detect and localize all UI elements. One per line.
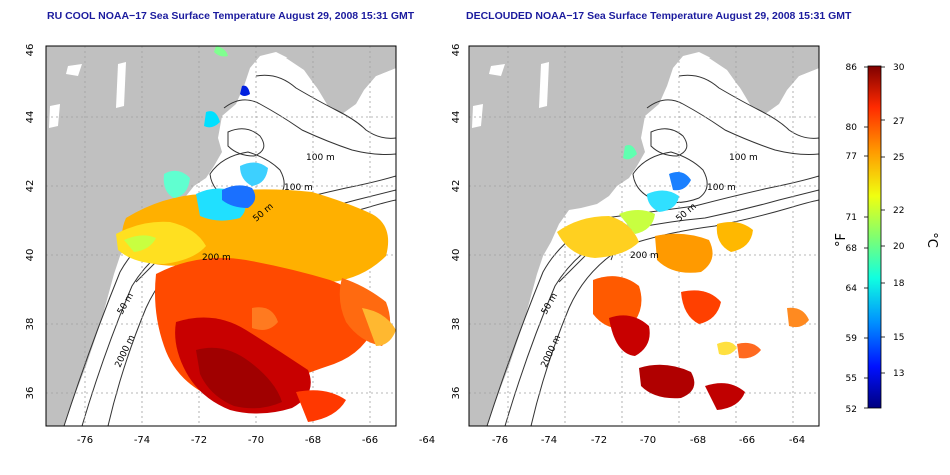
f-tick: 80 xyxy=(846,123,858,133)
map-title-declouded: DECLOUDED NOAA−17 Sea Surface Temperatur… xyxy=(466,10,852,22)
y-tick: 38 xyxy=(451,318,462,331)
x-tick: -66 xyxy=(739,435,755,446)
c-tick: 18 xyxy=(893,279,905,289)
c-tick: 25 xyxy=(893,153,904,163)
fahrenheit-label: °F xyxy=(834,233,849,247)
c-tick: 13 xyxy=(893,369,904,379)
colorbar: 86 80 77 71 68 64 59 55 52 30 27 25 22 xyxy=(834,63,939,415)
f-tick: 68 xyxy=(846,244,858,254)
y-tick: 44 xyxy=(451,111,462,124)
f-tick: 59 xyxy=(846,334,858,344)
x-tick: -70 xyxy=(640,435,656,446)
y-tick: 44 xyxy=(25,111,36,124)
contour-label: 100 m xyxy=(306,153,335,163)
x-axis-ticks: -76 -74 -72 -70 -68 -66 -64 xyxy=(492,435,805,446)
colorbar-gradient xyxy=(867,65,882,409)
y-axis-ticks: 46 44 42 40 38 36 xyxy=(25,44,36,400)
x-tick: -72 xyxy=(191,435,207,446)
celsius-ticks: 30 27 25 22 20 18 15 13 xyxy=(893,63,905,379)
contour-label: 200 m xyxy=(630,251,659,261)
c-tick: 30 xyxy=(893,63,905,73)
f-tick: 52 xyxy=(846,405,857,415)
y-tick: 42 xyxy=(451,180,462,193)
contour-label: 200 m xyxy=(202,253,231,263)
map-frame xyxy=(45,45,397,427)
y-tick: 40 xyxy=(451,249,462,262)
f-tick: 77 xyxy=(846,152,857,162)
y-tick: 36 xyxy=(25,387,36,400)
f-tick: 55 xyxy=(846,374,857,384)
x-tick: -72 xyxy=(591,435,607,446)
y-tick: 42 xyxy=(25,180,36,193)
y-tick: 36 xyxy=(451,387,462,400)
map-panel-raw: -76 -74 -72 -70 -68 -66 -64 46 44 42 40 … xyxy=(25,44,435,446)
x-axis-ticks: -76 -74 -72 -70 -68 -66 -64 xyxy=(77,435,435,446)
x-tick: -74 xyxy=(134,435,150,446)
x-tick: -64 xyxy=(419,435,435,446)
y-tick: 38 xyxy=(25,318,36,331)
x-tick: -76 xyxy=(492,435,508,446)
x-tick: -68 xyxy=(690,435,706,446)
f-tick: 86 xyxy=(846,63,858,73)
x-tick: -66 xyxy=(362,435,378,446)
colorbar-tick-marks xyxy=(864,66,885,409)
c-tick: 20 xyxy=(893,242,905,252)
y-axis-ticks: 46 44 42 40 38 36 xyxy=(451,44,462,400)
contour-label: 100 m xyxy=(707,183,736,193)
x-tick: -68 xyxy=(305,435,321,446)
y-tick: 46 xyxy=(25,44,36,57)
celsius-label: °C xyxy=(924,232,939,248)
contour-label: 100 m xyxy=(284,183,313,193)
c-tick: 27 xyxy=(893,117,904,127)
y-tick: 40 xyxy=(25,249,36,262)
x-tick: -76 xyxy=(77,435,93,446)
x-tick: -64 xyxy=(789,435,805,446)
map-title-raw: RU COOL NOAA−17 Sea Surface Temperature … xyxy=(47,10,415,22)
c-tick: 15 xyxy=(893,333,904,343)
map-frame xyxy=(468,45,820,427)
f-tick: 71 xyxy=(846,213,857,223)
y-tick: 46 xyxy=(451,44,462,57)
map-panel-declouded: -76 -74 -72 -70 -68 -66 -64 46 44 42 40 … xyxy=(451,44,820,446)
fahrenheit-ticks: 86 80 77 71 68 64 59 55 52 xyxy=(846,63,858,415)
c-tick: 22 xyxy=(893,206,904,216)
x-tick: -74 xyxy=(541,435,557,446)
f-tick: 64 xyxy=(846,284,858,294)
contour-label: 100 m xyxy=(729,153,758,163)
x-tick: -70 xyxy=(248,435,264,446)
